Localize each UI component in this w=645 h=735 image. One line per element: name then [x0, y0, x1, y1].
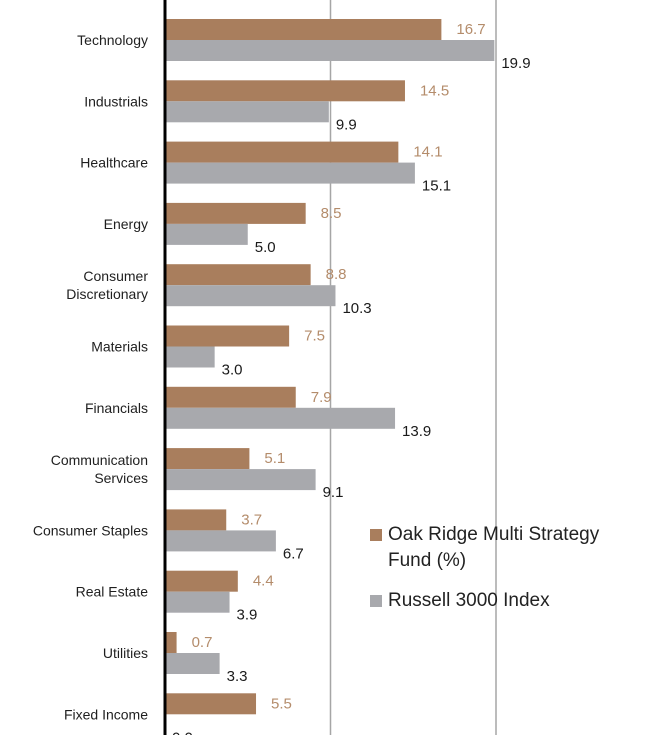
bar-fund-materials: [165, 325, 290, 347]
data-label-index-materials: 3.0: [222, 362, 243, 379]
data-label-fund-fixed-income: 5.5: [271, 695, 292, 712]
bar-fund-energy: [165, 202, 306, 224]
chart-legend: Oak Ridge Multi Strategy Fund (%) Russel…: [370, 522, 640, 628]
data-label-fund-healthcare: 14.1: [413, 144, 442, 161]
data-label-index-financials: 13.9: [402, 423, 431, 440]
bar-index-materials: [165, 346, 215, 368]
bar-fund-fixed-income: [165, 693, 257, 715]
bar-index-financials: [165, 407, 396, 429]
data-label-fund-financials: 7.9: [311, 389, 332, 406]
bar-index-industrials: [165, 101, 329, 123]
category-label-consumer-discretionary-line-1: Consumer: [83, 268, 148, 284]
data-label-fund-consumer-discretionary: 8.8: [326, 266, 347, 283]
data-label-index-energy: 5.0: [255, 239, 276, 256]
data-label-index-real-estate: 3.9: [237, 607, 258, 624]
category-label-real-estate: Real Estate: [76, 584, 149, 600]
legend-label-fund-line-2: Fund (%): [388, 550, 467, 571]
data-label-fund-communication-services: 5.1: [264, 450, 285, 467]
legend-label-index: Russell 3000 Index: [388, 588, 550, 614]
bar-fund-real-estate: [165, 570, 238, 592]
category-label-communication-services-line-1: Communication: [51, 452, 148, 468]
data-label-index-consumer-staples: 6.7: [283, 545, 304, 562]
data-label-index-utilities: 3.3: [227, 668, 248, 685]
category-label-energy: Energy: [104, 216, 148, 232]
category-label-fixed-income: Fixed Income: [64, 706, 148, 722]
bar-index-utilities: [165, 653, 220, 674]
category-label-materials: Materials: [91, 339, 148, 355]
bar-fund-consumer-discretionary: [165, 264, 311, 286]
bar-fund-utilities: [165, 632, 177, 653]
data-label-fund-industrials: 14.5: [420, 82, 449, 99]
category-label-financials: Financials: [85, 400, 148, 416]
legend-label-fund: Oak Ridge Multi Strategy Fund (%): [388, 522, 599, 574]
legend-swatch-index: [370, 595, 382, 607]
data-label-fund-utilities: 0.7: [192, 634, 213, 651]
legend-label-fund-line-1: Oak Ridge Multi Strategy: [388, 524, 600, 545]
category-label-consumer-discretionary-line-2: Discretionary: [66, 286, 148, 302]
bar-index-real-estate: [165, 591, 230, 613]
data-label-index-healthcare: 15.1: [422, 178, 451, 195]
category-label-technology: Technology: [77, 32, 148, 48]
bar-fund-consumer-staples: [165, 509, 227, 531]
bar-index-healthcare: [165, 162, 415, 184]
legend-label-index-line-1: Russell 3000 Index: [388, 590, 550, 611]
category-label-communication-services-line-2: Services: [94, 470, 148, 486]
category-label-utilities: Utilities: [103, 645, 148, 661]
data-label-index-consumer-discretionary: 10.3: [342, 300, 371, 317]
legend-item-index: Russell 3000 Index: [370, 588, 640, 614]
data-label-fund-real-estate: 4.4: [253, 573, 274, 590]
bar-index-consumer-discretionary: [165, 285, 336, 307]
bar-fund-industrials: [165, 80, 405, 102]
data-label-fund-energy: 8.5: [321, 205, 342, 222]
bar-fund-communication-services: [165, 448, 250, 470]
bar-index-technology: [165, 40, 495, 61]
data-label-fund-consumer-staples: 3.7: [241, 511, 262, 528]
bar-fund-financials: [165, 386, 296, 408]
bar-index-communication-services: [165, 469, 316, 491]
data-label-index-communication-services: 9.1: [323, 484, 344, 501]
data-label-fund-technology: 16.7: [456, 21, 485, 38]
legend-swatch-fund: [370, 529, 382, 541]
data-label-index-industrials: 9.9: [336, 116, 357, 133]
bar-index-consumer-staples: [165, 530, 276, 552]
category-label-healthcare: Healthcare: [80, 155, 148, 171]
category-label-industrials: Industrials: [84, 93, 148, 109]
data-label-fund-materials: 7.5: [304, 328, 325, 345]
legend-item-fund: Oak Ridge Multi Strategy Fund (%): [370, 522, 640, 574]
bar-fund-technology: [165, 19, 442, 40]
bar-fund-healthcare: [165, 141, 399, 163]
bar-index-energy: [165, 223, 248, 245]
data-label-index-fixed-income: 0.0: [172, 729, 193, 735]
data-label-index-technology: 19.9: [501, 55, 530, 72]
category-label-consumer-staples: Consumer Staples: [33, 522, 148, 538]
